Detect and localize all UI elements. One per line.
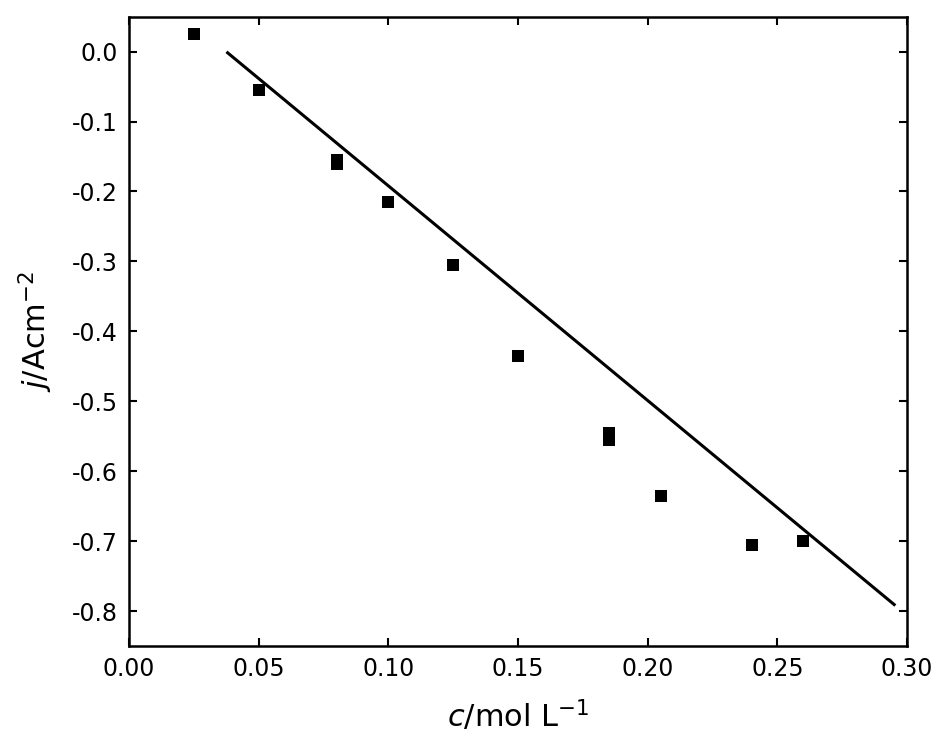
Point xyxy=(510,350,525,361)
Point xyxy=(601,433,617,445)
Point xyxy=(381,196,396,208)
Point xyxy=(446,259,461,271)
Point xyxy=(329,154,344,166)
Point xyxy=(601,427,617,439)
Point xyxy=(186,28,201,40)
Point xyxy=(796,536,811,548)
X-axis label: $c$/mol L$^{-1}$: $c$/mol L$^{-1}$ xyxy=(446,698,589,734)
Point xyxy=(329,158,344,170)
Y-axis label: $j$/Acm$^{-2}$: $j$/Acm$^{-2}$ xyxy=(17,271,55,392)
Point xyxy=(744,538,759,550)
Point xyxy=(654,490,669,502)
Point xyxy=(251,84,266,96)
